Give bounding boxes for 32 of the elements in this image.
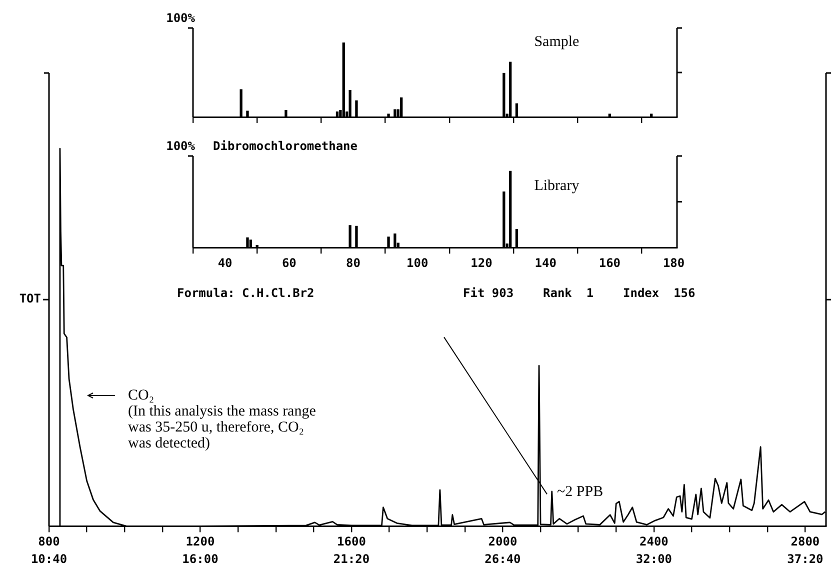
x-tick-label: 180 [662, 256, 685, 270]
x2-tick-label: 21:20 [333, 552, 370, 566]
x2-tick-label: 37:20 [787, 552, 824, 566]
y-axis-title: 100% [166, 11, 196, 26]
x-tick-label: 80 [346, 256, 360, 270]
annotation: ~2 PPB [557, 484, 604, 500]
x-tick-label: 60 [282, 256, 296, 270]
annotation: CO₂ (In this analysis the mass range was 35-250 u, therefore, CO₂ was detected) [128, 387, 316, 452]
x2-tick-label: 16:00 [182, 552, 218, 566]
annotation: Fit 903 [463, 286, 514, 300]
x2-tick-label: 10:40 [30, 552, 68, 566]
x-tick-label: 2800 [790, 534, 820, 549]
annotation: Sample [534, 34, 580, 50]
x2-tick-label: 32:00 [636, 552, 672, 566]
x-tick-label: 2000 [488, 534, 518, 549]
x-tick-label: 800 [38, 534, 60, 549]
annotation: Formula: C.H.Cl.Br2 [177, 286, 314, 300]
x-tick-label: 2400 [640, 534, 668, 549]
x-tick-label: 160 [598, 256, 621, 270]
y-axis-title: 100% [166, 139, 196, 154]
annotation: Library [534, 178, 580, 194]
x-tick-label: 40 [218, 256, 232, 270]
x-tick-label: 100 [406, 256, 428, 270]
x-tick-label: 1600 [337, 534, 366, 549]
chart-title: Dibromochloromethane [213, 139, 358, 154]
annotation: Index 156 [623, 286, 696, 300]
y-axis-title: TOT [19, 292, 41, 306]
x-tick-label: 140 [534, 256, 556, 270]
annotation: Rank 1 [543, 286, 594, 300]
x-tick-label: 120 [470, 256, 492, 270]
x2-tick-label: 26:40 [484, 552, 521, 566]
x-tick-label: 1200 [186, 534, 215, 549]
